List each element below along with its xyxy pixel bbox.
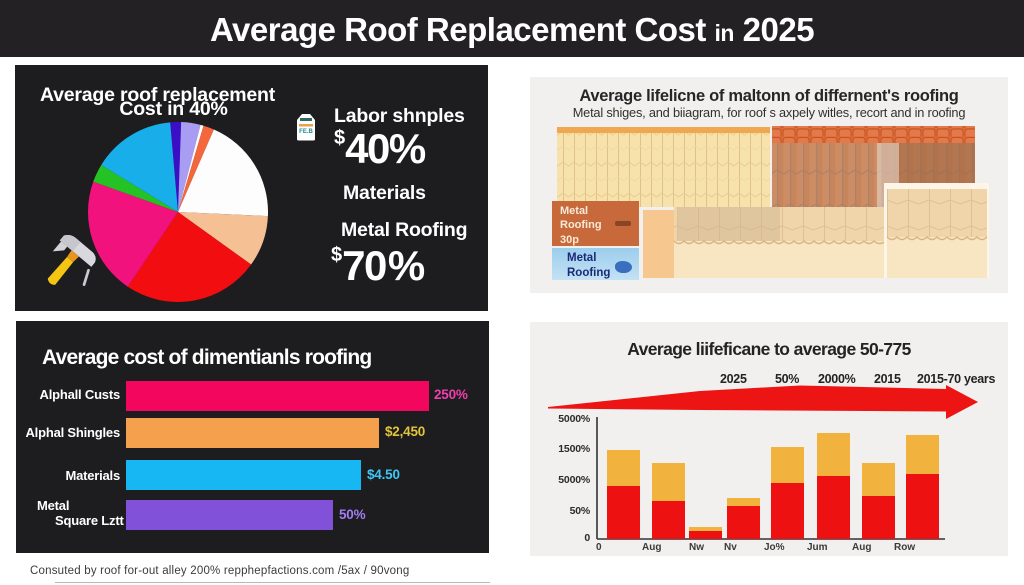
- svg-text:FE.B: FE.B: [299, 129, 313, 135]
